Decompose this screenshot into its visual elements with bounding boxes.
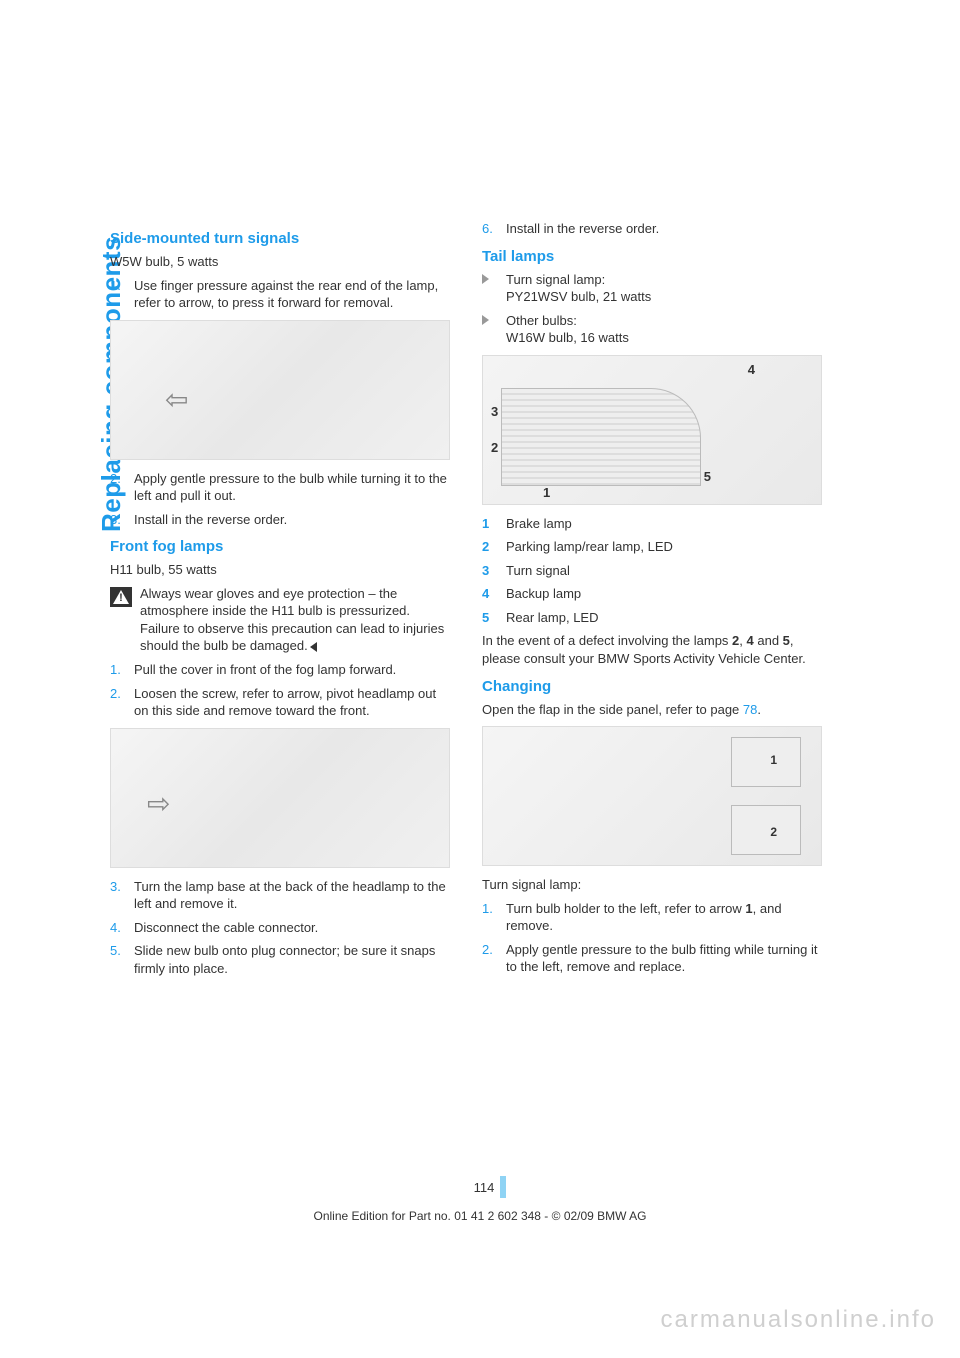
legend-item: 5Rear lamp, LED [482,609,822,627]
warning-text: Always wear gloves and eye protection – … [140,586,444,654]
legend-item: 1Brake lamp [482,515,822,533]
legend-item: 2Parking lamp/rear lamp, LED [482,538,822,556]
spec-fog-lamps: H11 bulb, 55 watts [110,561,450,579]
page-number-bar [500,1176,506,1198]
list-item: Other bulbs: W16W bulb, 16 watts [482,312,822,347]
tail-after-text: In the event of a defect involving the l… [482,632,822,667]
bullet-line1: Turn signal lamp: [506,272,605,287]
diagram-label-1: 1 [770,753,777,767]
legend-text: Rear lamp, LED [506,610,598,625]
page-content: Side-mounted turn signals W5W bulb, 5 wa… [110,220,870,983]
tail-lamp-shape [501,388,701,486]
diagram-label-1: 1 [543,485,550,500]
diagram-label-2: 2 [491,440,498,455]
legend-text: Turn signal [506,563,570,578]
list-item: 4.Disconnect the cable connector. [110,919,450,937]
figure-changing: 1 2 [482,726,822,866]
diagram-label-5: 5 [704,469,711,484]
step-text: Disconnect the cable connector. [134,920,318,935]
bullet-icon [482,315,489,325]
list-item: 2.Loosen the screw, refer to arrow, pivo… [110,685,450,720]
warning-block: Always wear gloves and eye protection – … [110,585,450,655]
step-text: Turn the lamp base at the back of the he… [134,879,446,912]
diagram-label-2: 2 [770,825,777,839]
legend-text: Brake lamp [506,516,572,531]
bullet-line2: W16W bulb, 16 watts [506,330,629,345]
diagram-label-3: 3 [491,404,498,419]
arrow-icon: ⇨ [147,787,170,820]
arrow-icon: ⇦ [165,383,188,416]
list-item: 2.Apply gentle pressure to the bulb fitt… [482,941,822,976]
heading-side-signals: Side-mounted turn signals [110,230,450,247]
heading-changing: Changing [482,678,822,695]
watermark: carmanualsonline.info [661,1306,936,1334]
step-text: Pull the cover in front of the fog lamp … [134,662,396,677]
page-number-block: 114 [110,1176,870,1198]
spec-side-signals: W5W bulb, 5 watts [110,253,450,271]
changing-sub: Turn signal lamp: [482,876,822,894]
left-column: Side-mounted turn signals W5W bulb, 5 wa… [110,220,450,983]
list-item: Turn signal lamp: PY21WSV bulb, 21 watts [482,271,822,306]
footer-text: Online Edition for Part no. 01 41 2 602 … [0,1209,960,1223]
step-text: Slide new bulb onto plug connector; be s… [134,943,435,976]
changing-intro: Open the flap in the side panel, refer t… [482,701,822,719]
bullet-line2: PY21WSV bulb, 21 watts [506,289,651,304]
end-marker-icon [310,642,317,652]
right-column: 6.Install in the reverse order. Tail lam… [482,220,822,983]
step-text: Install in the reverse order. [134,512,287,527]
figure-side-signal: ⇦ [110,320,450,460]
figure-fog-lamp: ⇨ [110,728,450,868]
list-item: 1. Turn bulb holder to the left, refer t… [482,900,822,935]
diagram-label-4: 4 [748,362,755,377]
step-text: Use finger pressure against the rear end… [134,278,438,311]
step-text: Apply gentle pressure to the bulb fittin… [506,942,817,975]
step-text: Apply gentle pressure to the bulb while … [134,471,447,504]
legend-item: 3Turn signal [482,562,822,580]
list-item: 3.Install in the reverse order. [110,511,450,529]
step-text: Loosen the screw, refer to arrow, pivot … [134,686,436,719]
list-item: 5.Slide new bulb onto plug connector; be… [110,942,450,977]
legend-item: 4Backup lamp [482,585,822,603]
figure-tail-lamp: 1 2 3 4 5 [482,355,822,505]
inset-box [731,737,801,787]
list-item: 2.Apply gentle pressure to the bulb whil… [110,470,450,505]
heading-tail-lamps: Tail lamps [482,248,822,265]
legend-text: Backup lamp [506,586,581,601]
step-text: Install in the reverse order. [506,221,659,236]
list-item: 1.Use finger pressure against the rear e… [110,277,450,312]
warning-icon [110,587,132,607]
inset-box [731,805,801,855]
list-item: 1.Pull the cover in front of the fog lam… [110,661,450,679]
page-number: 114 [474,1180,495,1195]
list-item: 3.Turn the lamp base at the back of the … [110,878,450,913]
list-item: 6.Install in the reverse order. [482,220,822,238]
page-ref-link[interactable]: 78 [743,702,757,717]
bullet-line1: Other bulbs: [506,313,577,328]
legend-text: Parking lamp/rear lamp, LED [506,539,673,554]
bullet-icon [482,274,489,284]
heading-fog-lamps: Front fog lamps [110,538,450,555]
